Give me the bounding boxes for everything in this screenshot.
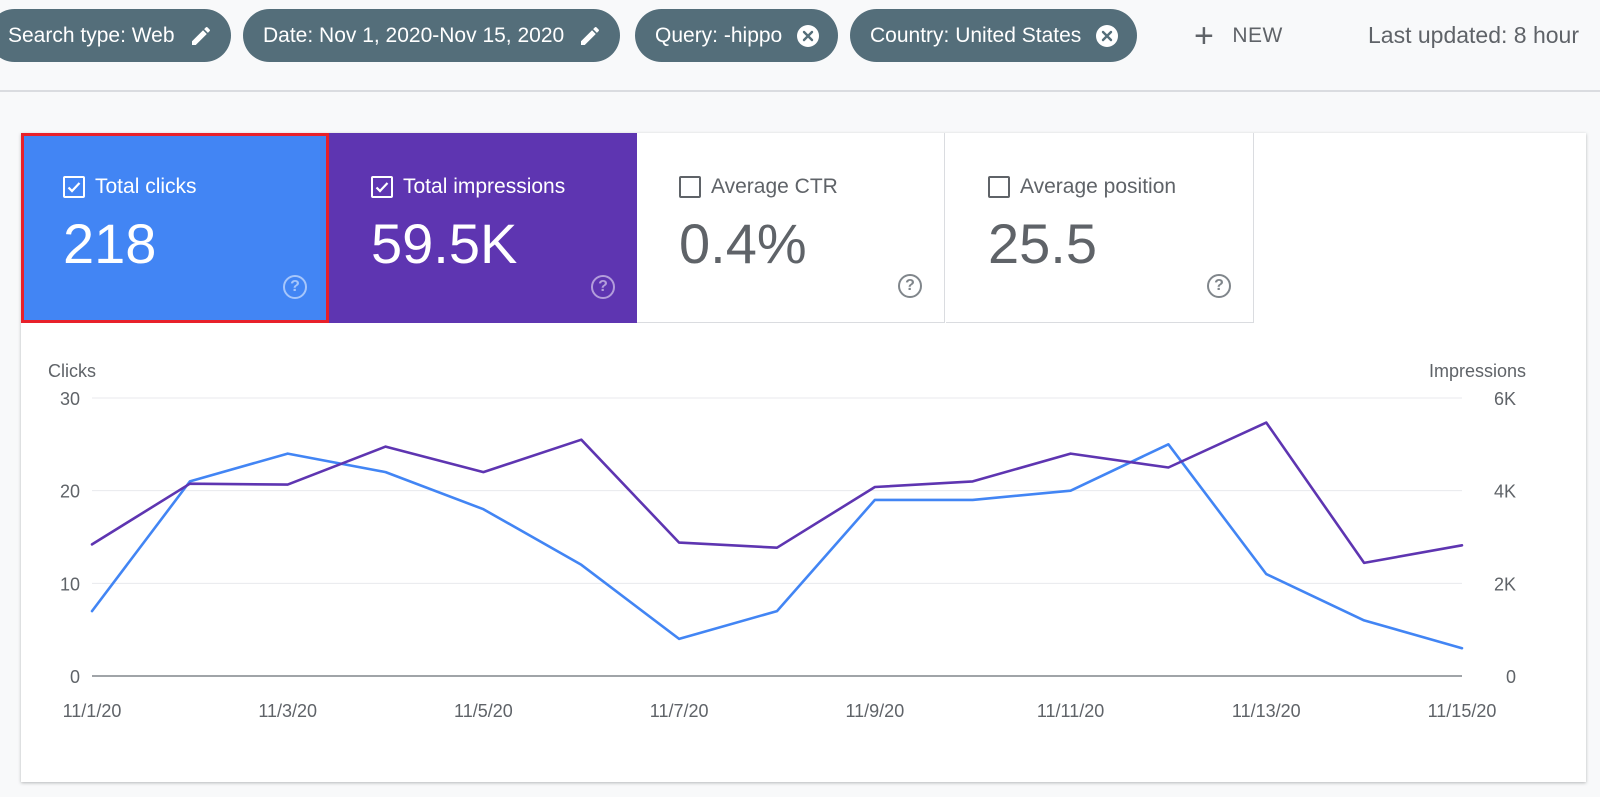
x-tick-label: 11/11/20 — [1037, 701, 1104, 721]
checkbox-checked-icon[interactable] — [371, 176, 393, 198]
metric-value: 218 — [63, 212, 157, 275]
y-left-tick-label: 20 — [60, 482, 80, 502]
filter-chip-label: Query: -hippo — [655, 23, 783, 47]
metric-value: 25.5 — [988, 212, 1097, 275]
metric-label: Total clicks — [95, 175, 197, 198]
filter-chip-date[interactable]: Date: Nov 1, 2020-Nov 15, 2020 — [243, 9, 621, 62]
y-left-tick-label: 0 — [70, 667, 80, 687]
checkbox-unchecked-icon[interactable] — [988, 176, 1010, 198]
metric-value: 0.4% — [679, 212, 807, 275]
filter-chip-query[interactable]: Query: -hippo — [635, 9, 839, 62]
y-right-tick-label: 0 — [1506, 667, 1516, 687]
help-icon[interactable]: ? — [591, 275, 615, 299]
y-right-tick-label: 6K — [1494, 389, 1516, 409]
help-icon[interactable]: ? — [1207, 274, 1231, 298]
x-tick-label: 11/7/20 — [650, 701, 709, 721]
metric-label: Average CTR — [711, 175, 838, 198]
checkbox-unchecked-icon[interactable] — [679, 176, 701, 198]
y-left-tick-label: 10 — [60, 574, 80, 594]
plus-icon: + — [1194, 16, 1215, 55]
pencil-icon[interactable] — [578, 24, 602, 48]
metric-value: 59.5K — [371, 212, 518, 275]
x-tick-label: 11/3/20 — [258, 701, 317, 721]
y-right-axis-title: Impressions — [1429, 361, 1526, 381]
x-tick-label: 11/9/20 — [845, 701, 904, 721]
filter-chip-country[interactable]: Country: United States — [850, 9, 1138, 62]
close-circle-icon[interactable] — [796, 24, 820, 48]
new-filter-button[interactable]: + NEW — [1194, 9, 1283, 62]
x-tick-label: 11/5/20 — [454, 701, 513, 721]
y-right-tick-label: 4K — [1494, 482, 1516, 502]
filter-bar: Search type: Web Date: Nov 1, 2020-Nov 1… — [0, 0, 1600, 92]
y-right-tick-label: 2K — [1494, 574, 1516, 594]
performance-card: Total clicks 218 ? Total impressions 59.… — [21, 133, 1586, 782]
metric-card-average-position[interactable]: Average position 25.5 ? — [946, 133, 1254, 323]
series-line-total-impressions — [90, 421, 1464, 565]
last-updated-text: Last updated: 8 hour — [1368, 22, 1579, 48]
x-tick-label: 11/15/20 — [1428, 701, 1497, 721]
series-line-total-clicks — [90, 442, 1464, 650]
filter-chip-label: Search type: Web — [8, 23, 175, 47]
help-icon[interactable]: ? — [283, 275, 307, 299]
filter-chip-label: Date: Nov 1, 2020-Nov 15, 2020 — [263, 23, 565, 47]
close-circle-icon[interactable] — [1095, 24, 1119, 48]
x-tick-label: 11/13/20 — [1232, 701, 1301, 721]
filter-chip-label: Country: United States — [870, 23, 1082, 47]
performance-line-chart[interactable]: 0 10 20 30 0 2K 4K 6K Clicks Impressions 11/1/20 11… — [21, 133, 1586, 782]
metric-label: Total impressions — [403, 175, 566, 198]
pencil-icon[interactable] — [189, 24, 213, 48]
help-icon[interactable]: ? — [898, 274, 922, 298]
y-left-tick-label: 30 — [60, 389, 80, 409]
filter-chip-search-type[interactable]: Search type: Web — [0, 9, 231, 62]
metric-card-total-clicks[interactable]: Total clicks 218 ? — [21, 133, 329, 323]
metric-card-average-ctr[interactable]: Average CTR 0.4% ? — [637, 133, 945, 323]
checkbox-checked-icon[interactable] — [63, 176, 85, 198]
new-button-label: NEW — [1232, 23, 1283, 47]
metric-label: Average position — [1020, 175, 1177, 198]
metric-card-total-impressions[interactable]: Total impressions 59.5K ? — [329, 133, 637, 323]
y-left-axis-title: Clicks — [48, 361, 96, 381]
x-tick-label: 11/1/20 — [63, 701, 122, 721]
